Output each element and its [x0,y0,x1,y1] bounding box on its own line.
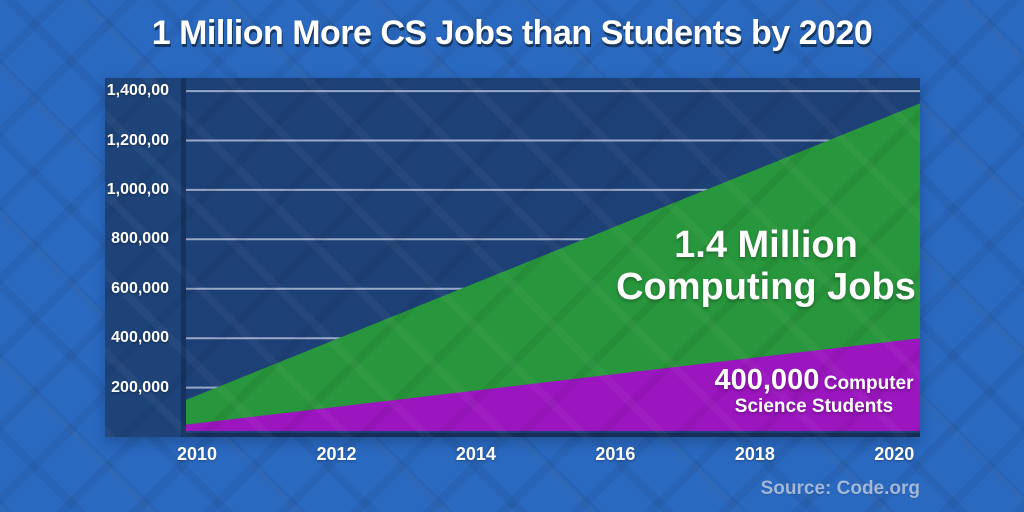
students-annotation: 400,000 Computer Science Students [714,366,914,417]
x-axis-label: 2014 [455,444,496,464]
y-axis-label: 1,400,00 [106,82,169,99]
jobs-annotation: 1.4 Million Computing Jobs [616,224,916,308]
y-axis-label: 600,000 [111,280,169,297]
students-count: 400,000 [714,364,820,396]
students-annotation-line1: 400,000 Computer [714,366,914,397]
x-axis-label: 2020 [874,444,915,464]
jobs-annotation-line1: 1.4 Million [674,224,858,266]
students-area [186,338,920,431]
area-chart [186,90,920,432]
jobs-annotation-line2: Computing Jobs [616,266,916,308]
x-axis-label: 2010 [176,444,218,464]
y-axis-label: 400,000 [111,329,169,346]
chart-title: 1 Million More CS Jobs than Students by … [151,14,873,52]
plot-area: 1.4 Million Computing Jobs 400,000 Compu… [186,78,920,437]
y-axis: 1,400,00 1,200,00 1,000,00 800,000 600,000 40… [105,78,186,437]
y-axis-label: 200,000 [111,379,169,396]
y-axis-label: 1,000,00 [106,181,169,198]
students-label-part1: Computer [823,373,914,394]
y-axis-label: 1,200,00 [106,132,169,149]
x-axis-label: 2018 [734,444,775,464]
y-axis-label: 800,000 [111,230,169,247]
jobs-area [186,103,920,432]
students-label-part2: Science Students [734,396,894,417]
x-axis-label: 2012 [316,444,357,464]
source-credit: Source: Code.org [760,478,920,499]
x-axis: 2010 2012 2014 2016 2018 2020 [177,444,920,468]
x-axis-label: 2016 [595,444,636,464]
chart-panel: 1,400,00 1,200,00 1,000,00 800,000 600,000 40… [105,78,920,437]
